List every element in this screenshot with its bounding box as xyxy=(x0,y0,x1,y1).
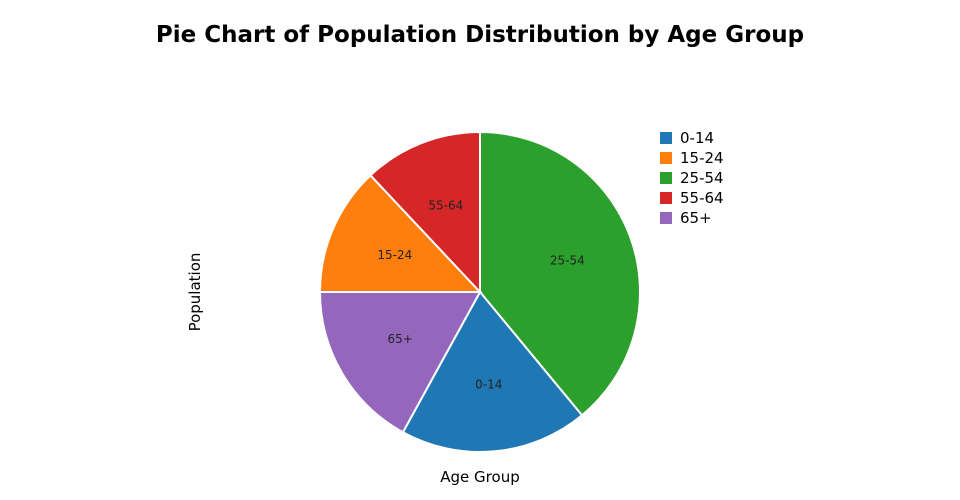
pie-slice-0-14[interactable] xyxy=(401,290,584,453)
pie-slice-65+[interactable] xyxy=(318,291,482,434)
legend-item[interactable]: 25-54 xyxy=(660,168,724,188)
chart-title: Pie Chart of Population Distribution by … xyxy=(155,22,805,48)
legend-swatch xyxy=(660,172,672,184)
pie-slice-25-54[interactable] xyxy=(479,130,641,417)
legend-item[interactable]: 0-14 xyxy=(660,128,724,148)
pie-slice-55-64[interactable] xyxy=(369,130,481,295)
pie-slice-15-24[interactable] xyxy=(318,173,483,293)
legend-label: 25-54 xyxy=(680,169,724,187)
pie-slice-label: 55-64 xyxy=(428,199,463,213)
legend-item[interactable]: 55-64 xyxy=(660,188,724,208)
legend-swatch xyxy=(660,152,672,164)
pie-slice-label: 0-14 xyxy=(475,377,502,391)
x-axis-label: Age Group xyxy=(440,468,520,486)
pie-slice-label: 65+ xyxy=(387,332,412,346)
legend-item[interactable]: 65+ xyxy=(660,208,724,228)
pie-slice-label: 15-24 xyxy=(377,248,412,262)
legend-item[interactable]: 15-24 xyxy=(660,148,724,168)
legend-swatch xyxy=(660,132,672,144)
legend-label: 65+ xyxy=(680,209,712,227)
legend-label: 15-24 xyxy=(680,149,724,167)
legend: 0-14 15-24 25-54 55-64 65+ xyxy=(660,128,724,228)
legend-label: 0-14 xyxy=(680,129,715,147)
pie-slice-label: 25-54 xyxy=(550,254,585,268)
legend-swatch xyxy=(660,192,672,204)
legend-label: 55-64 xyxy=(680,189,724,207)
legend-swatch xyxy=(660,212,672,224)
